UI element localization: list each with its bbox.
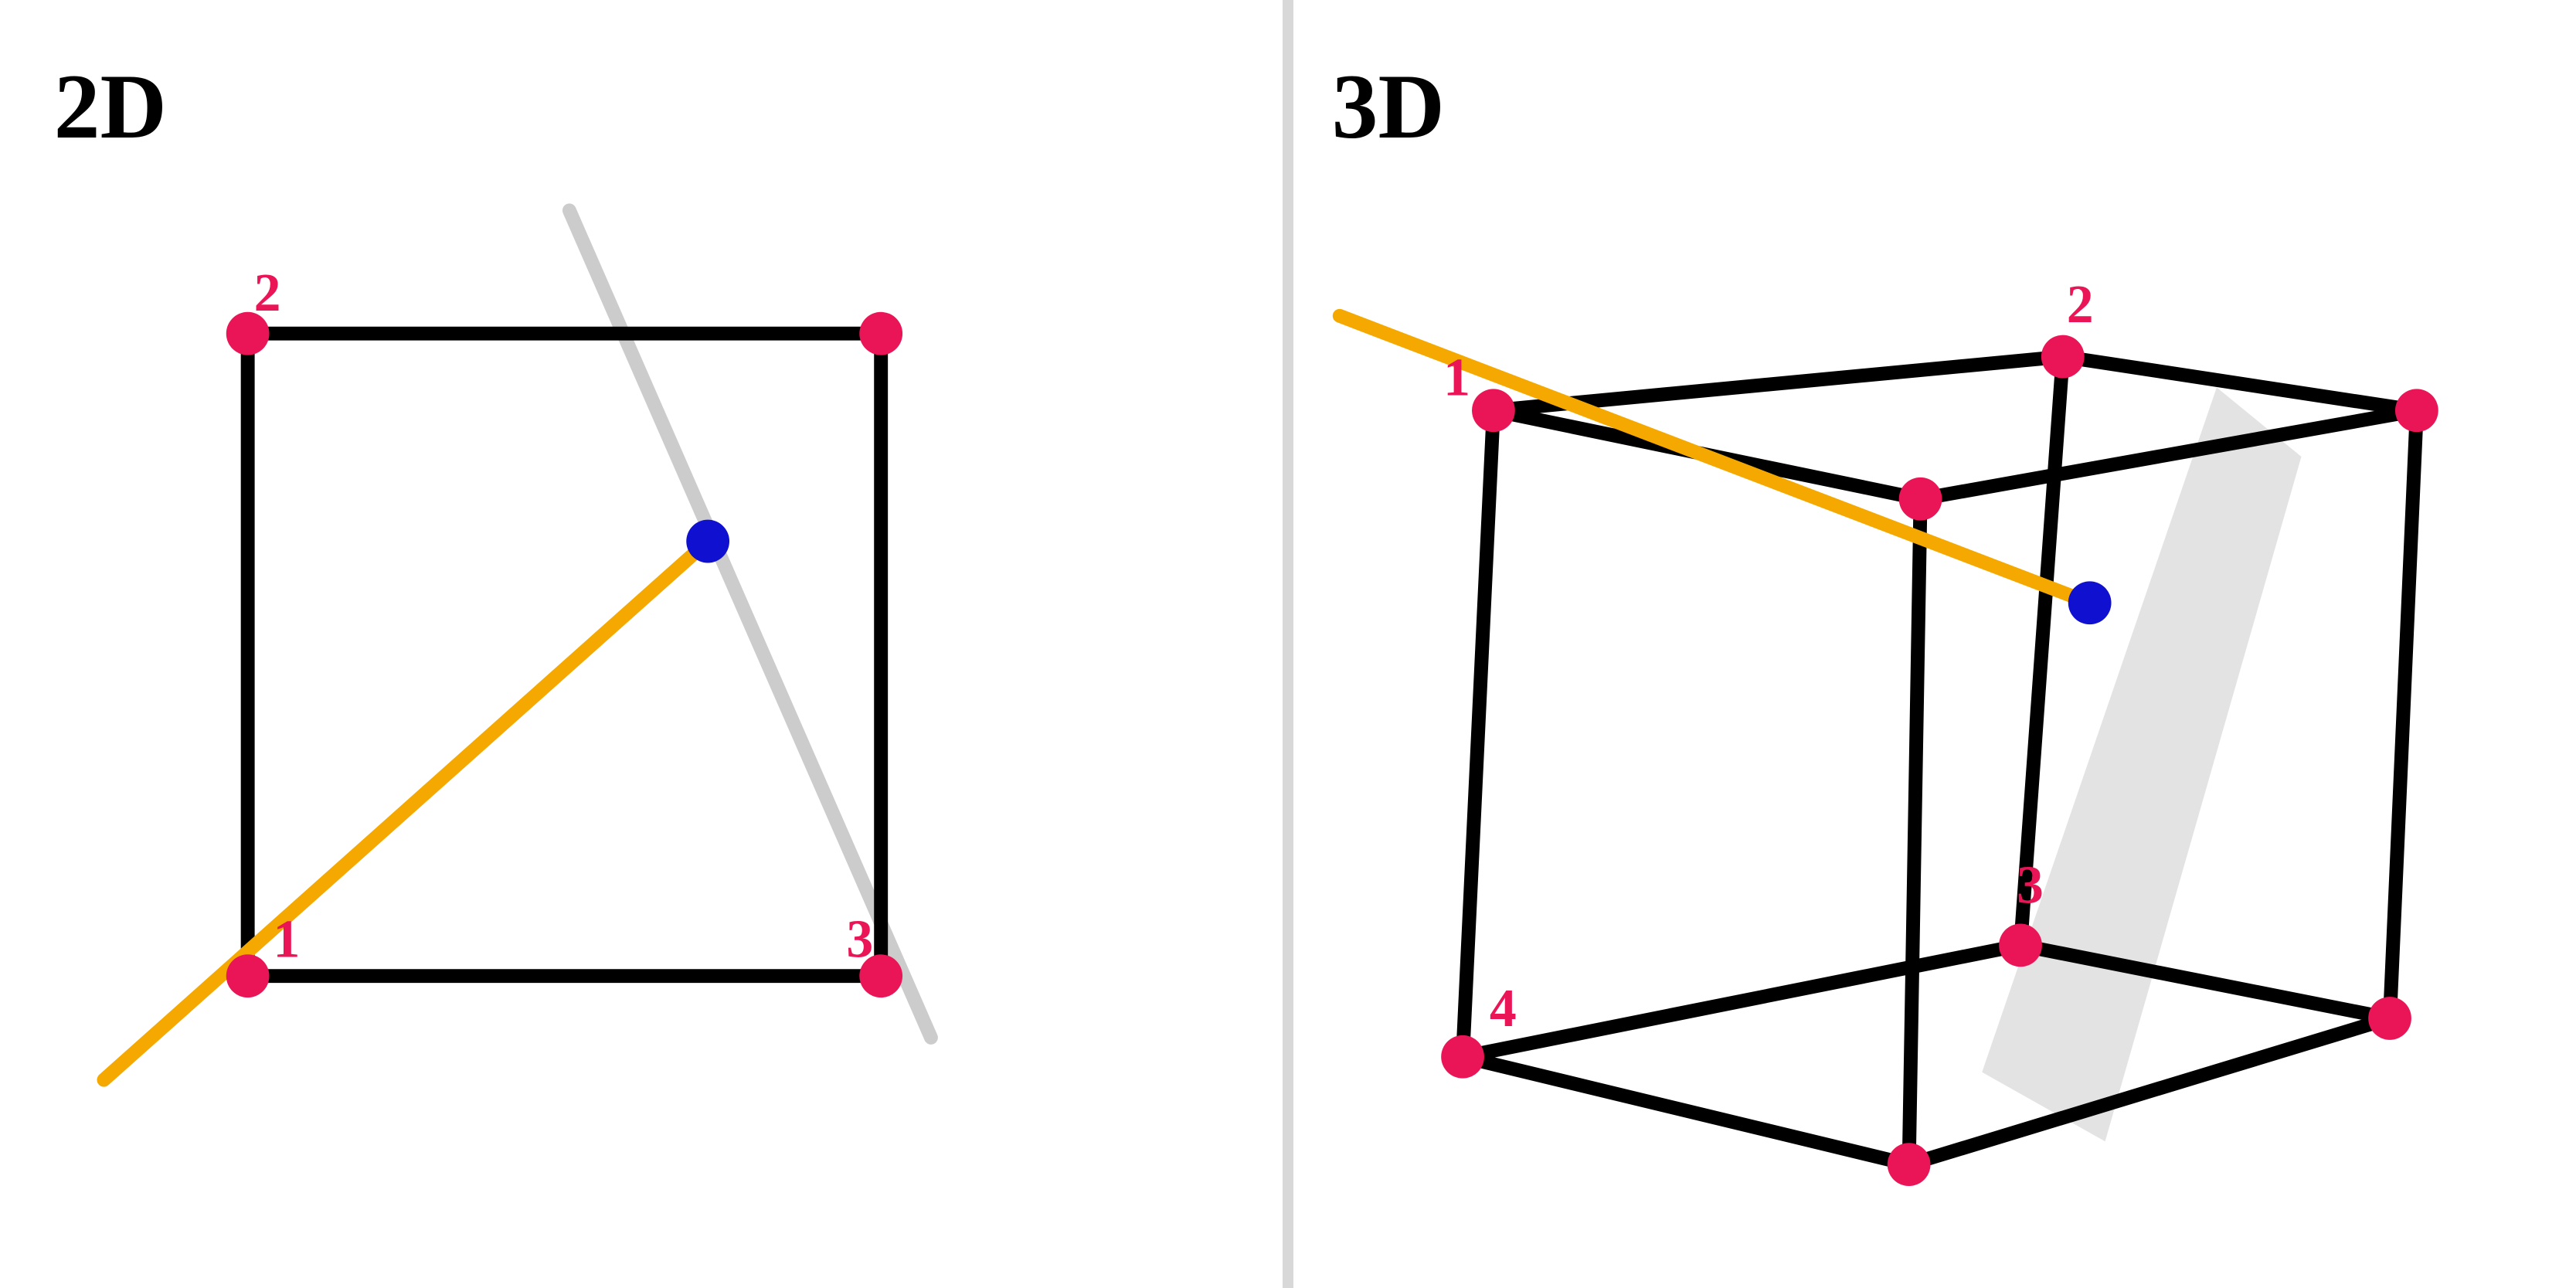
vertex-2d-1 <box>226 954 270 997</box>
cube-edge-7 <box>1463 1057 1909 1164</box>
title-2d: 2D <box>54 56 167 158</box>
vertex-3d-btl <box>1899 477 1942 521</box>
vertex-3d-bbl <box>1888 1143 1931 1186</box>
cube-edge-6 <box>1909 1018 2390 1164</box>
vertex-3d-ftr <box>2041 335 2085 379</box>
vertex-label-2d-1: 1 <box>274 909 301 969</box>
svg-3d: 3D 1 2 3 4 <box>1293 0 2576 1288</box>
vertex-label-2d-2: 2 <box>254 263 281 323</box>
vertex-3d-fbl <box>1441 1035 1484 1079</box>
vertex-3d-fbr <box>1999 923 2042 967</box>
vertex-3d-ftl <box>1472 389 1515 432</box>
diagram-container: 2D 1 2 3 3D 1 2 3 4 <box>0 0 2576 1288</box>
vertex-label-3d-3: 3 <box>2017 856 2044 916</box>
cube-edge-1 <box>2063 357 2417 411</box>
vertex-label-3d-1: 1 <box>1443 348 1470 407</box>
ray-2d <box>104 542 708 1080</box>
panel-3d: 3D 1 2 3 4 <box>1293 0 2576 1288</box>
intersection-point-2d <box>686 520 729 563</box>
panel-divider <box>1283 0 1293 1288</box>
vertex-2d-4 <box>859 312 902 355</box>
vertex-label-3d-2: 2 <box>2067 275 2094 335</box>
cube-edge-10 <box>2390 410 2417 1018</box>
panel-2d: 2D 1 2 3 <box>0 0 1283 1288</box>
square-2d <box>248 334 882 976</box>
cube-edge-11 <box>1909 499 1921 1164</box>
vertex-3d-btr <box>2395 389 2438 432</box>
cube-edge-4 <box>1463 945 2020 1056</box>
svg-2d: 2D 1 2 3 <box>0 0 1283 1288</box>
title-3d: 3D <box>1332 56 1445 158</box>
cube-edge-2 <box>1921 410 2417 499</box>
vertex-label-3d-4: 4 <box>1490 979 1517 1038</box>
cube-edge-8 <box>1463 410 1494 1056</box>
vertex-label-2d-3: 3 <box>846 909 873 969</box>
intersection-point-3d <box>2068 581 2112 624</box>
vertex-3d-bbr <box>2368 997 2411 1040</box>
